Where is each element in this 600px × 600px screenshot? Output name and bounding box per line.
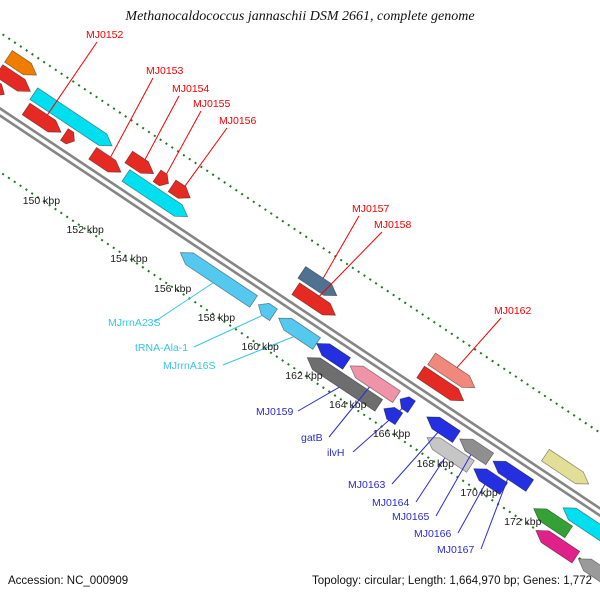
gene-label-MJ0165[interactable]: MJ0165 bbox=[392, 511, 430, 523]
leader-line-mj0164 bbox=[415, 457, 446, 503]
gene-arrow-g-orange[interactable] bbox=[4, 49, 40, 80]
leader-line-mj0155 bbox=[166, 110, 202, 175]
gene-arrow-mj0158[interactable] bbox=[291, 282, 340, 321]
leader-line-mj0157 bbox=[322, 215, 360, 279]
dna-backbone-line bbox=[0, 58, 600, 577]
scale-label-154kbp: 154 kbp bbox=[110, 253, 148, 266]
leader-line-mj0167 bbox=[480, 479, 508, 550]
gene-arrow-g-red-inner[interactable] bbox=[416, 365, 468, 406]
scale-label-164kbp: 164 kbp bbox=[329, 399, 367, 412]
gene-label-MJ0167[interactable]: MJ0167 bbox=[437, 544, 475, 556]
leader-line-mj0159 bbox=[297, 386, 340, 412]
gene-label-MJ0157[interactable]: MJ0157 bbox=[352, 203, 390, 215]
scale-label-170kbp: 170 kbp bbox=[460, 486, 498, 499]
gene-label-MJ0152[interactable]: MJ0152 bbox=[86, 29, 124, 41]
gene-arrow-mj0156[interactable] bbox=[167, 179, 194, 204]
leader-line-mj0166 bbox=[457, 484, 486, 534]
gene-label-MJ0159[interactable]: MJ0159 bbox=[256, 406, 294, 418]
accession-text: Accession: NC_000909 bbox=[8, 575, 129, 587]
gene-arrow-g-khaki[interactable] bbox=[540, 448, 592, 490]
gene-arrow-mj0153[interactable] bbox=[88, 146, 125, 178]
leader-line-mj0163 bbox=[391, 432, 439, 485]
leader-line-rrna23s bbox=[153, 282, 214, 323]
dna-backbone-line bbox=[0, 63, 600, 582]
genome-track bbox=[0, 6, 600, 600]
scale-label-172kbp: 172 kbp bbox=[504, 515, 542, 528]
gene-label-MJ0156[interactable]: MJ0156 bbox=[219, 115, 257, 127]
leader-line-mj0154 bbox=[144, 95, 180, 160]
genome-title: Methanocaldococcus jannaschii DSM 2661, … bbox=[125, 9, 475, 24]
gene-arrow-mj0159[interactable] bbox=[303, 352, 384, 412]
leader-line-mj0162 bbox=[456, 317, 502, 368]
leader-line-gatb bbox=[328, 386, 370, 438]
gene-arrow-trna-ala[interactable] bbox=[255, 299, 278, 322]
gene-arrow-rrna16s[interactable] bbox=[275, 312, 321, 350]
leader-line-trna-ala bbox=[193, 315, 263, 348]
gene-arrow-g-gray-br[interactable] bbox=[574, 553, 600, 588]
scale-label-152kbp: 152 kbp bbox=[66, 224, 104, 237]
gene-label-gatB[interactable]: gatB bbox=[301, 432, 323, 444]
leader-line-mj0158 bbox=[319, 231, 383, 297]
leader-line-mj0165 bbox=[435, 454, 472, 517]
scale-label-162kbp: 162 kbp bbox=[285, 370, 323, 383]
scale-label-168kbp: 168 kbp bbox=[416, 457, 454, 470]
leader-line-rrna16s bbox=[222, 336, 294, 366]
gene-arrow-mj0163[interactable] bbox=[423, 411, 461, 444]
gene-arrow-mj0152[interactable] bbox=[21, 102, 65, 138]
gene-label-tRNA-Ala-1[interactable]: tRNA-Ala-1 bbox=[135, 342, 189, 354]
gene-arrow-g-green[interactable] bbox=[530, 503, 574, 539]
gene-label-MJ0153[interactable]: MJ0153 bbox=[146, 65, 184, 77]
gene-arrow-g-cyan1[interactable] bbox=[29, 87, 116, 152]
gene-arrow-g-red-big[interactable] bbox=[0, 64, 34, 98]
footer-bar: Accession: NC_000909 Topology: circular;… bbox=[0, 570, 600, 592]
ruler-dotted-line-upper bbox=[0, 6, 600, 524]
leader-line-ilvh bbox=[352, 408, 403, 453]
gene-label-MJ0155[interactable]: MJ0155 bbox=[193, 98, 231, 110]
leader-line-mj0153 bbox=[110, 77, 154, 158]
gene-arrow-g-red-s1[interactable] bbox=[59, 128, 78, 147]
gene-label-MJ0166[interactable]: MJ0166 bbox=[414, 528, 452, 540]
gene-arrow-mj0167[interactable] bbox=[489, 455, 535, 492]
gene-arrow-g-blue-s2[interactable] bbox=[380, 403, 404, 426]
gene-label-MJ0163[interactable]: MJ0163 bbox=[348, 479, 386, 491]
gene-arrow-ilvh[interactable] bbox=[396, 393, 416, 414]
topology-stats-text: Topology: circular; Length: 1,664,970 bp… bbox=[311, 575, 592, 587]
gene-label-MJrrnA23S[interactable]: MJrrnA23S bbox=[108, 317, 161, 329]
gene-arrow-mj0166[interactable] bbox=[470, 463, 509, 495]
gene-arrow-g-cyan2[interactable] bbox=[121, 169, 191, 223]
leader-line-mj0156 bbox=[184, 127, 228, 187]
gene-label-MJ0154[interactable]: MJ0154 bbox=[172, 83, 210, 95]
ruler-dotted-line-lower bbox=[0, 102, 600, 600]
scale-label-158kbp: 158 kbp bbox=[197, 311, 236, 324]
gene-arrow-gatb[interactable] bbox=[346, 360, 401, 404]
gene-arrow-g-blue1[interactable] bbox=[313, 338, 351, 370]
gene-label-MJ0164[interactable]: MJ0164 bbox=[372, 497, 410, 509]
gene-arrow-mj0164[interactable] bbox=[423, 432, 475, 473]
gene-arrow-mj0165[interactable] bbox=[456, 433, 495, 466]
gene-label-MJ0162[interactable]: MJ0162 bbox=[494, 305, 532, 317]
gene-arrow-mj0162[interactable] bbox=[427, 352, 479, 394]
gene-label-MJrrnA16S[interactable]: MJrrnA16S bbox=[163, 360, 216, 372]
gene-label-ilvH[interactable]: ilvH bbox=[327, 447, 345, 459]
gene-arrow-mj0154[interactable] bbox=[124, 150, 158, 179]
gene-arrow-g-red-edge[interactable] bbox=[0, 78, 8, 101]
scale-label-166kbp: 166 kbp bbox=[372, 428, 411, 441]
gene-arrow-g-magenta[interactable] bbox=[532, 525, 581, 564]
scale-label-156kbp: 156 kbp bbox=[153, 282, 192, 295]
leader-line-mj0152 bbox=[47, 41, 98, 116]
gene-arrow-rrna23s[interactable] bbox=[176, 247, 258, 308]
gene-label-MJ0158[interactable]: MJ0158 bbox=[374, 219, 412, 231]
gene-arrow-mj0155[interactable] bbox=[152, 169, 172, 189]
scale-label-150kbp: 150 kbp bbox=[22, 194, 61, 207]
scale-label-160kbp: 160 kbp bbox=[241, 340, 279, 353]
